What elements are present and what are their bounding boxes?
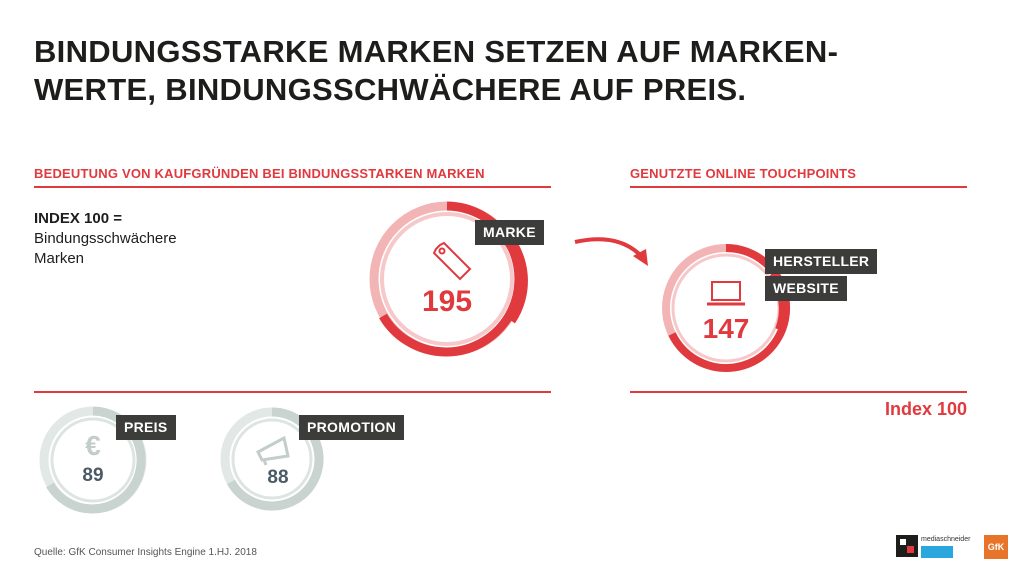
promotion-value: 88: [267, 467, 289, 488]
right-heading-rule: [630, 186, 967, 188]
right-section-heading: GENUTZTE ONLINE TOUCHPOINTS: [630, 166, 857, 181]
euro-icon: €: [85, 430, 101, 461]
megaphone-icon: [256, 435, 290, 466]
left-heading-rule: [34, 186, 551, 188]
laptop-icon: [707, 281, 745, 306]
index-definition-line-3: Marken: [34, 250, 85, 267]
left-divider-rule: [34, 391, 551, 393]
preis-value: 89: [82, 465, 104, 486]
marke-label: MARKE: [475, 220, 544, 245]
mediaschneider-logo: [896, 535, 918, 557]
index-100-note: Index 100: [884, 399, 967, 419]
source-note: Quelle: GfK Consumer Insights Engine 1.H…: [34, 547, 257, 558]
website-label-line-1: HERSTELLER: [765, 249, 878, 274]
website-value: 147: [702, 313, 750, 344]
title-line-1: BINDUNGSSTARKE MARKEN SETZEN AUF MARKEN-: [34, 34, 839, 69]
mediaschneider-logo-bar: [921, 546, 953, 558]
price-tag-icon: [432, 241, 472, 281]
index-definition: INDEX 100 = Bindungsschwächere Marken: [34, 209, 177, 269]
right-divider-rule: [630, 391, 967, 393]
index-definition-line-2: Bindungsschwächere: [34, 230, 177, 247]
left-section-heading: BEDEUTUNG VON KAUFGRÜNDEN BEI BINDUNGSST…: [34, 166, 485, 181]
promotion-label: PROMOTION: [299, 415, 405, 440]
website-label-line-2: WEBSITE: [765, 276, 847, 301]
mediaschneider-logo-text: mediaschneider: [921, 536, 971, 543]
preis-label: PREIS: [116, 415, 176, 440]
marke-value: 195: [421, 285, 473, 318]
index-definition-title: INDEX 100 =: [34, 210, 122, 227]
gfk-logo: GfK: [984, 535, 1008, 559]
page-title: BINDUNGSSTARKE MARKEN SETZEN AUF MARKEN-…: [34, 33, 934, 109]
title-line-2: WERTE, BINDUNGSSCHWÄCHERE AUF PREIS.: [34, 72, 747, 107]
